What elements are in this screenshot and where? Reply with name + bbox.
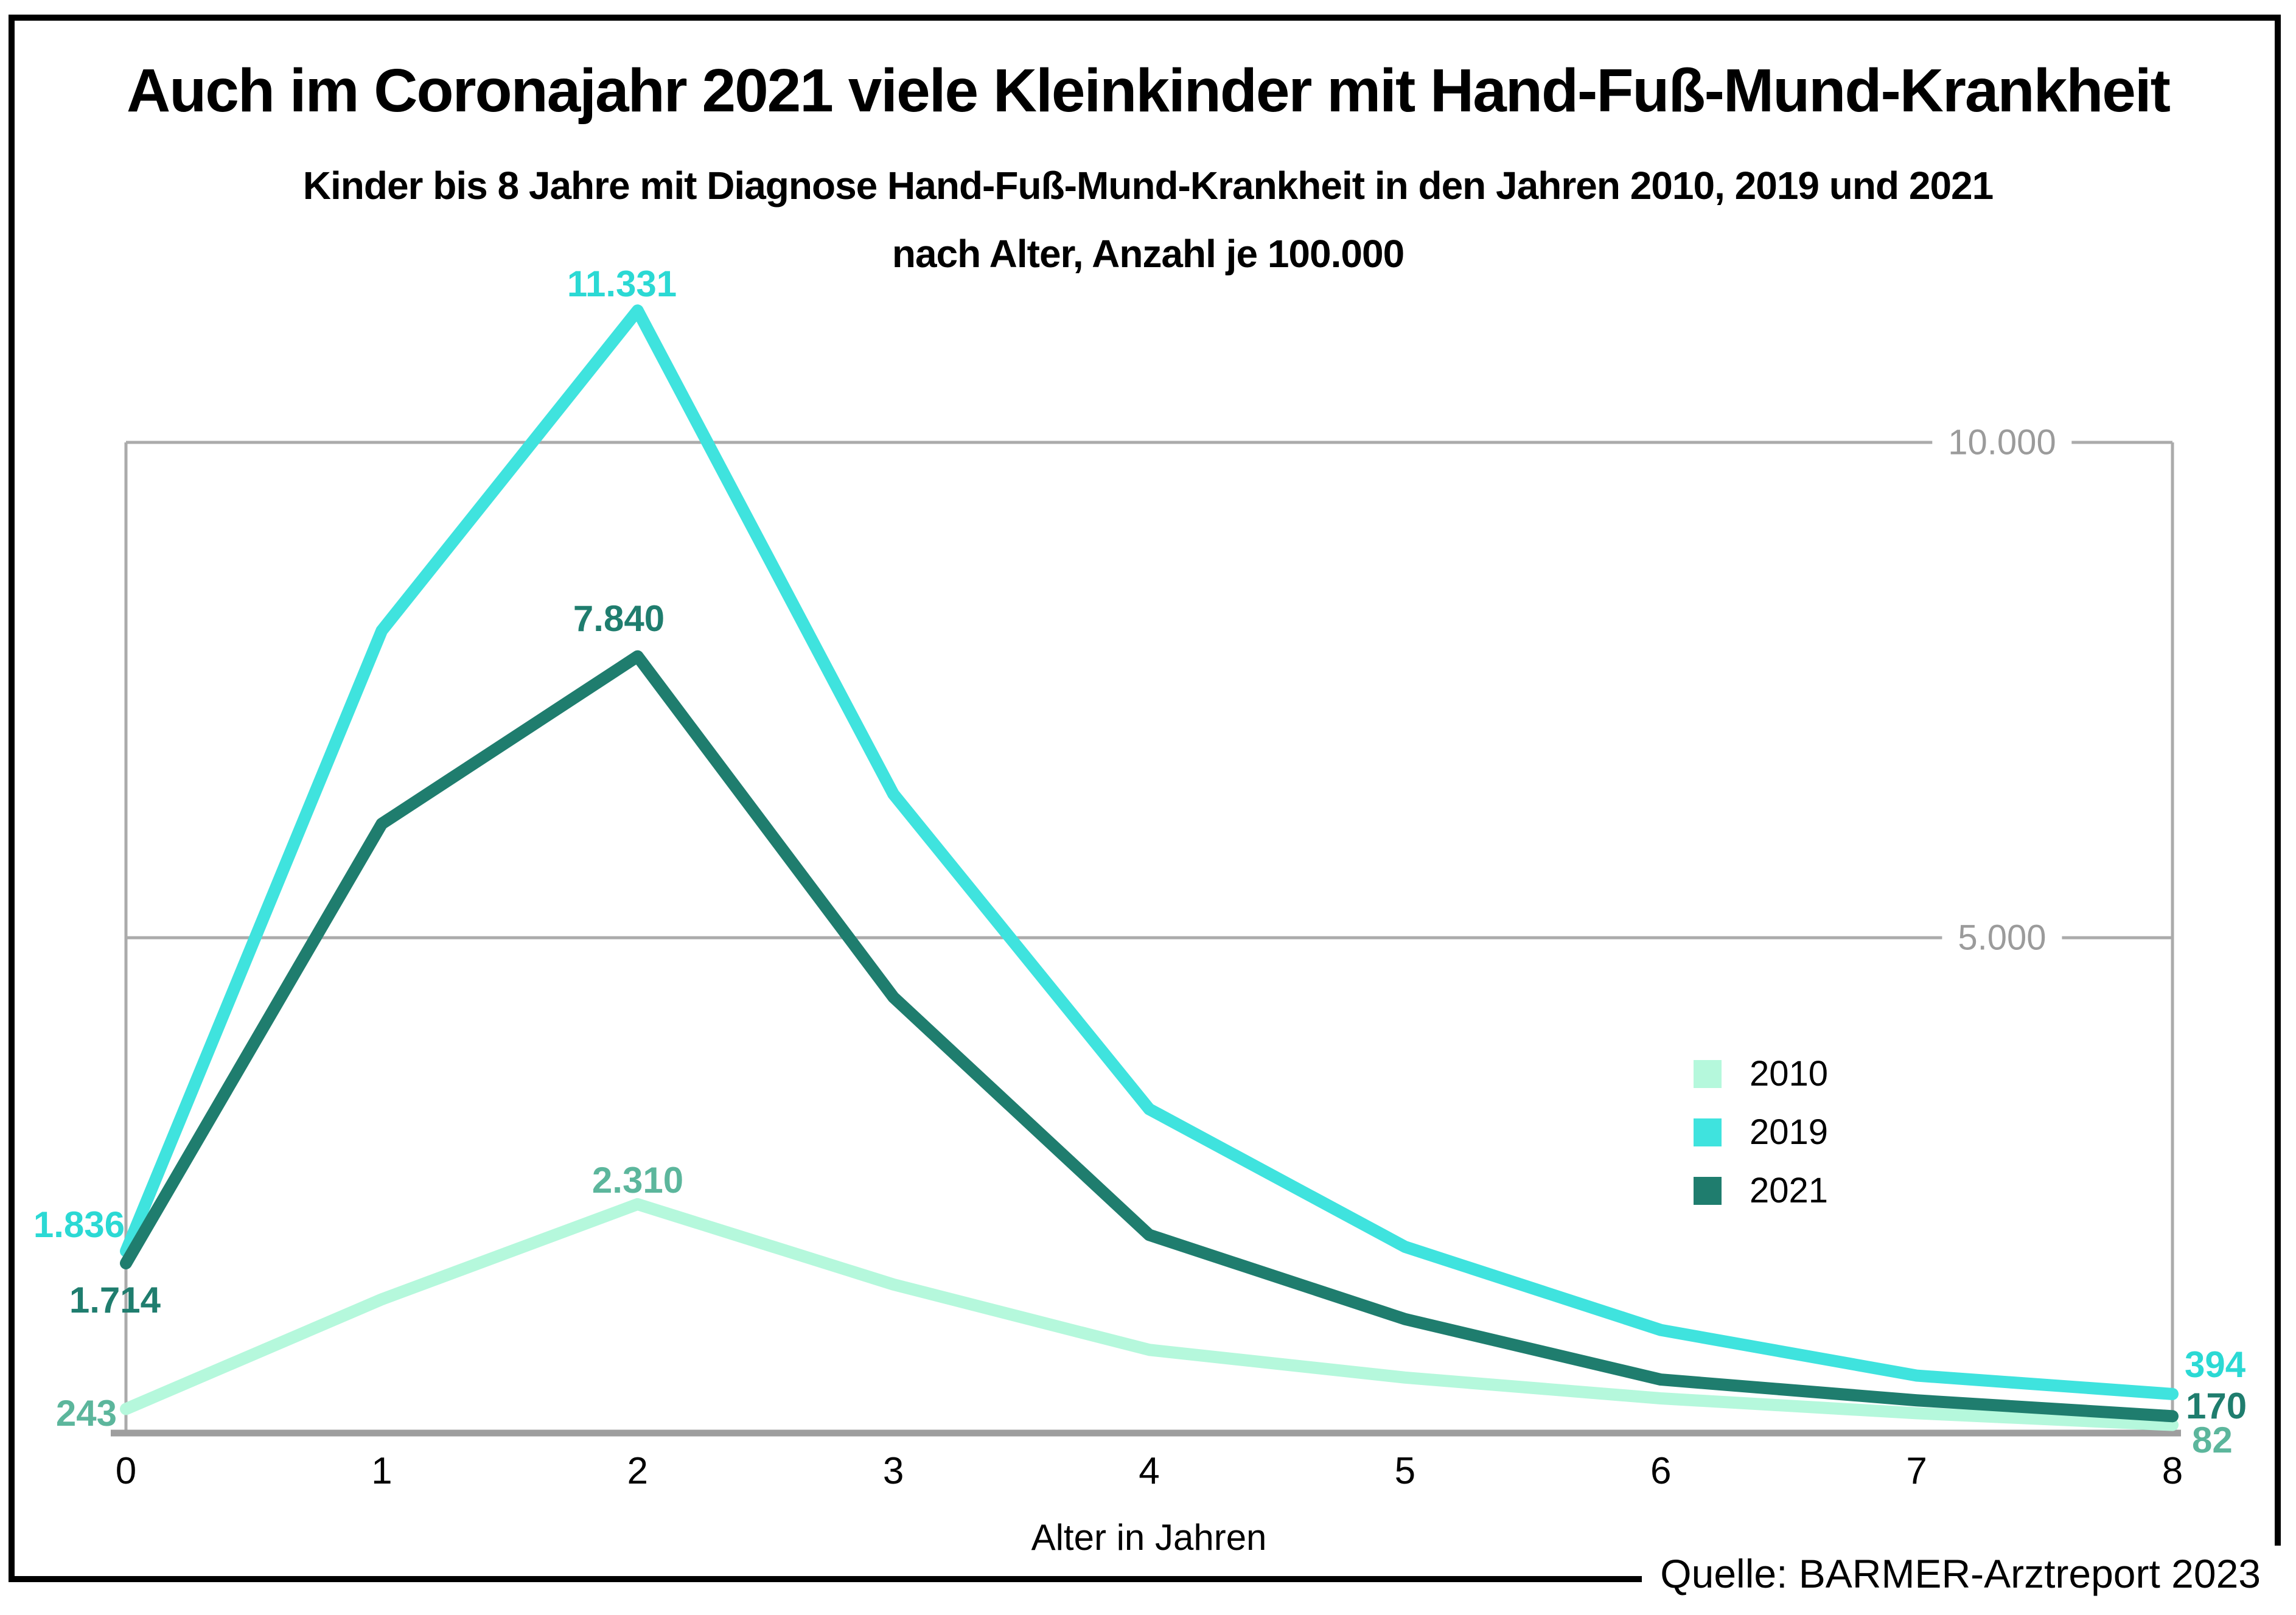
- chart-title: Auch im Coronajahr 2021 viele Kleinkinde…: [127, 57, 2171, 125]
- legend-label-2010: 2010: [1750, 1054, 1829, 1094]
- legend-label-2021: 2021: [1750, 1171, 1829, 1210]
- x-axis-title: Alter in Jahren: [1031, 1517, 1267, 1558]
- data-label-2019-age0: 1.836: [33, 1204, 125, 1245]
- chart-subtitle-line1: Kinder bis 8 Jahre mit Diagnose Hand-Fuß…: [302, 164, 1994, 208]
- x-tick-label-0: 0: [115, 1450, 137, 1492]
- x-tick-label-2: 2: [627, 1450, 648, 1492]
- x-tick-label-3: 3: [882, 1450, 904, 1492]
- y-gridline-label-5000: 5.000: [1942, 913, 2062, 962]
- data-label-2019-peak: 11.331: [567, 263, 677, 304]
- x-tick-label-4: 4: [1139, 1450, 1160, 1492]
- data-label-2010-age0: 243: [55, 1393, 117, 1434]
- x-tick-label-7: 7: [1906, 1450, 1927, 1492]
- data-label-2021-age8: 170: [2186, 1386, 2247, 1426]
- legend-label-2019: 2019: [1750, 1112, 1829, 1152]
- data-label-2019-age8: 394: [2185, 1344, 2246, 1385]
- image-frame-border: [9, 15, 2281, 1582]
- series-line-2010: [120, 1198, 2179, 1431]
- legend-swatch-2019: [1694, 1118, 1722, 1146]
- x-tick-label-8: 8: [2162, 1450, 2183, 1492]
- legend: 2010 2019 2021: [1694, 1056, 1828, 1235]
- legend-item-2021: 2021: [1694, 1173, 1828, 1209]
- x-tick-label-6: 6: [1650, 1450, 1672, 1492]
- x-tick-label-1: 1: [371, 1450, 393, 1492]
- x-tick-label-5: 5: [1394, 1450, 1416, 1492]
- series-line-2021: [120, 650, 2179, 1423]
- legend-swatch-2010: [1694, 1060, 1722, 1088]
- data-label-2021-age0: 1.714: [69, 1280, 161, 1320]
- legend-item-2019: 2019: [1694, 1115, 1828, 1150]
- y-gridline-label-10000: 10.000: [1932, 418, 2072, 467]
- data-label-2010-peak: 2.310: [591, 1160, 684, 1201]
- source-credit: Quelle: BARMER-Arztreport 2023: [1642, 1546, 2296, 1605]
- legend-item-2010: 2010: [1694, 1056, 1828, 1092]
- data-label-2010-age8: 82: [2192, 1420, 2233, 1460]
- legend-swatch-2021: [1694, 1177, 1722, 1205]
- data-label-2021-peak: 7.840: [573, 598, 665, 639]
- series-line-2019: [120, 304, 2179, 1400]
- chart-subtitle-line2: nach Alter, Anzahl je 100.000: [892, 232, 1404, 276]
